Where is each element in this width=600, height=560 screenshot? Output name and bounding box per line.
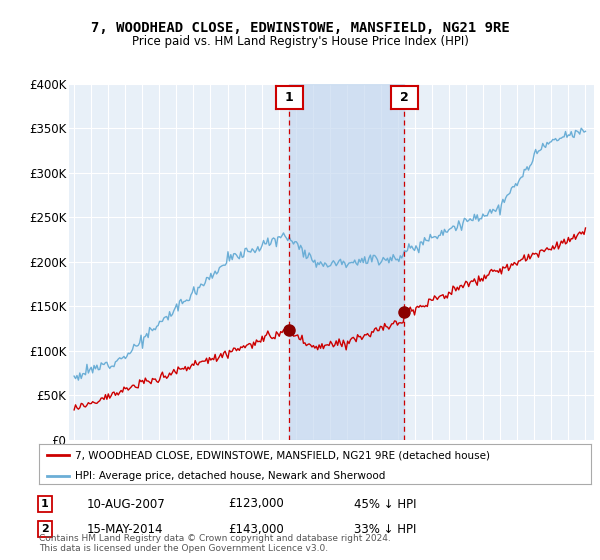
- Text: HPI: Average price, detached house, Newark and Sherwood: HPI: Average price, detached house, Newa…: [75, 470, 385, 480]
- Text: 1: 1: [41, 499, 49, 509]
- Text: 7, WOODHEAD CLOSE, EDWINSTOWE, MANSFIELD, NG21 9RE (detached house): 7, WOODHEAD CLOSE, EDWINSTOWE, MANSFIELD…: [75, 450, 490, 460]
- Text: Price paid vs. HM Land Registry's House Price Index (HPI): Price paid vs. HM Land Registry's House …: [131, 35, 469, 48]
- Text: 7, WOODHEAD CLOSE, EDWINSTOWE, MANSFIELD, NG21 9RE: 7, WOODHEAD CLOSE, EDWINSTOWE, MANSFIELD…: [91, 21, 509, 35]
- Text: 45% ↓ HPI: 45% ↓ HPI: [354, 497, 416, 511]
- Text: 2: 2: [400, 91, 409, 104]
- Text: £123,000: £123,000: [228, 497, 284, 511]
- Text: £143,000: £143,000: [228, 522, 284, 536]
- Text: 33% ↓ HPI: 33% ↓ HPI: [354, 522, 416, 536]
- Bar: [289, 84, 404, 440]
- Text: Contains HM Land Registry data © Crown copyright and database right 2024.
This d: Contains HM Land Registry data © Crown c…: [39, 534, 391, 553]
- Text: 1: 1: [285, 91, 293, 104]
- Text: 2: 2: [41, 524, 49, 534]
- Text: 10-AUG-2007: 10-AUG-2007: [87, 497, 166, 511]
- Text: 15-MAY-2014: 15-MAY-2014: [87, 522, 163, 536]
